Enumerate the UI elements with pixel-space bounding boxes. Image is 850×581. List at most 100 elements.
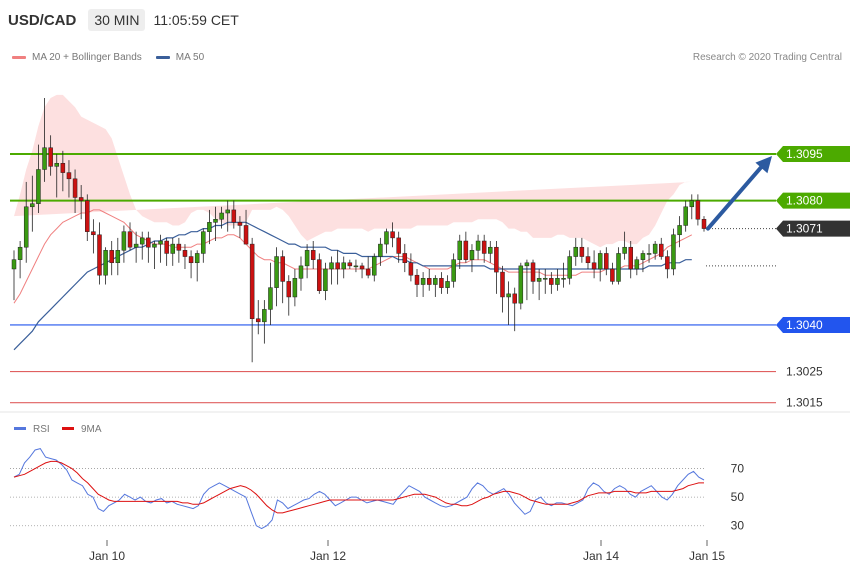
candle-body xyxy=(634,259,640,270)
candle-body xyxy=(54,163,59,167)
candle-body xyxy=(152,243,157,248)
candle-body xyxy=(506,293,511,298)
candle-body xyxy=(268,287,273,310)
forecast-arrow-head-icon xyxy=(755,155,772,174)
candle-body xyxy=(188,256,194,264)
level-label-5: 1.3015 xyxy=(786,396,823,410)
chart-legend: MA 20 + Bollinger Bands MA 50 xyxy=(12,52,204,63)
candle-body xyxy=(36,169,41,204)
candle-body xyxy=(17,246,23,260)
candle-body xyxy=(396,237,401,254)
rsi-tick-30: 30 xyxy=(731,519,745,533)
candle-body xyxy=(555,278,560,285)
level-label-0: 1.3095 xyxy=(786,147,823,161)
level-label-2: 1.3071 xyxy=(786,222,823,236)
candle-body xyxy=(42,147,47,170)
candle-body xyxy=(433,278,438,285)
candle-body xyxy=(512,293,517,304)
candle-body xyxy=(262,309,267,323)
candle-body xyxy=(549,278,554,285)
candle-body xyxy=(225,209,230,214)
candle-body xyxy=(97,234,102,276)
rsi-tick-70: 70 xyxy=(731,462,745,476)
candle-body xyxy=(616,253,621,282)
candle-body xyxy=(66,172,72,180)
legend-label-bb: MA 20 + Bollinger Bands xyxy=(32,52,142,63)
candle-body xyxy=(329,262,334,270)
candle-body xyxy=(426,278,432,285)
candle-body xyxy=(494,246,499,273)
candle-body xyxy=(121,231,127,251)
candle-body xyxy=(640,253,646,260)
candle-body xyxy=(249,243,255,319)
ma20-line xyxy=(13,209,693,304)
candle-body xyxy=(365,268,371,276)
candle-body xyxy=(341,262,346,270)
level-tag-1 xyxy=(776,192,850,209)
candle-body xyxy=(243,225,249,245)
candle-body xyxy=(475,240,481,251)
candle-body xyxy=(567,256,572,279)
candle-body xyxy=(597,253,603,270)
candle-body xyxy=(213,218,218,223)
level-tag-3 xyxy=(776,316,850,333)
candle-body xyxy=(60,163,66,173)
rsi-tick-50: 50 xyxy=(731,490,745,504)
candle-body xyxy=(701,218,707,229)
level-tag-2 xyxy=(776,220,850,237)
candle-body xyxy=(146,237,151,248)
x-tick-label: Jan 10 xyxy=(89,549,125,563)
candle-body xyxy=(335,262,340,270)
candle-body xyxy=(286,281,292,298)
bollinger-band xyxy=(14,94,692,248)
level-tag-0 xyxy=(776,145,850,162)
level-label-4: 1.3025 xyxy=(786,365,823,379)
candle-body xyxy=(317,259,322,291)
candle-body xyxy=(604,253,609,270)
indicator-legend: RSI 9MA xyxy=(14,424,102,435)
indicator-swatch-icon xyxy=(62,427,74,430)
candle-body xyxy=(11,259,17,270)
candle-body xyxy=(78,197,84,201)
candle-body xyxy=(170,243,176,254)
candle-body xyxy=(353,265,359,268)
candle-body xyxy=(414,274,420,285)
candle-body xyxy=(115,250,121,264)
indicator-line-9ma xyxy=(13,460,704,514)
candle-body xyxy=(561,278,566,280)
candle-body xyxy=(610,268,615,282)
candle-body xyxy=(445,281,450,288)
candle-body xyxy=(310,250,316,260)
candle-body xyxy=(133,243,139,248)
candle-body xyxy=(542,278,548,280)
candle-body xyxy=(439,278,444,288)
candle-body xyxy=(182,250,188,257)
candle-body xyxy=(384,231,389,245)
candle-body xyxy=(518,265,524,304)
candles-group xyxy=(11,97,707,363)
research-credit: Research © 2020 Trading Central xyxy=(692,52,842,63)
candle-body xyxy=(164,240,169,254)
x-tick-label: Jan 14 xyxy=(583,549,619,563)
candle-body xyxy=(530,262,536,282)
level-label-1: 1.3080 xyxy=(786,194,823,208)
chart-header: USD/CAD 30 MIN 11:05:59 CET xyxy=(8,8,239,32)
candle-body xyxy=(481,240,487,254)
forecast-arrow-shaft xyxy=(706,161,766,231)
legend-swatch-ma20-icon xyxy=(12,56,26,59)
candle-body xyxy=(30,203,35,208)
candle-body xyxy=(646,253,652,255)
candle-body xyxy=(524,262,530,267)
candle-body xyxy=(677,225,682,236)
candle-body xyxy=(280,256,285,282)
candle-body xyxy=(127,231,133,248)
candle-body xyxy=(292,278,298,298)
candle-body xyxy=(488,246,493,254)
candle-body xyxy=(500,271,505,298)
timeframe-badge[interactable]: 30 MIN xyxy=(88,9,146,31)
candle-body xyxy=(207,222,212,232)
candle-body xyxy=(652,243,658,254)
level-label-3: 1.3040 xyxy=(786,318,823,332)
candle-body xyxy=(695,200,701,220)
